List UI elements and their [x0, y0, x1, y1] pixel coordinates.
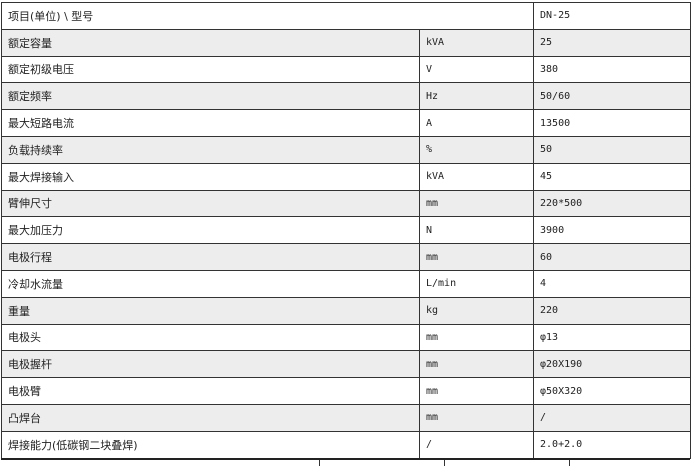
table-row: 最大焊接输入 kVA 45 — [1, 162, 692, 191]
row-value: 45 — [533, 162, 692, 191]
row-name: 焊接能力(低碳钢二块叠焊) — [1, 430, 420, 459]
row-name: 电极握杆 — [1, 350, 420, 379]
row-name: 额定初级电压 — [1, 55, 420, 84]
row-value: 380 — [533, 55, 692, 84]
row-unit: mm — [418, 350, 535, 379]
row-unit: mm — [418, 377, 535, 405]
table-row: 电极头 mm φ13 — [1, 323, 692, 352]
row-name: 最大短路电流 — [1, 109, 420, 137]
table-row: 额定容量 kVA 25 — [1, 28, 692, 57]
next-table-edge — [1, 458, 690, 466]
row-name: 电极臂 — [1, 377, 420, 405]
row-name: 电极头 — [1, 323, 420, 352]
table-row: 凸焊台 mm / — [1, 403, 692, 432]
row-unit: Hz — [418, 82, 535, 111]
row-unit: mm — [418, 323, 535, 352]
table-row: 电极握杆 mm φ20X190 — [1, 350, 692, 379]
row-unit: L/min — [418, 269, 535, 298]
row-value: 60 — [533, 243, 692, 271]
spec-table: 项目(单位) \ 型号 DN-25 额定容量 kVA 25 额定初级电压 V 380 额定频… — [0, 2, 692, 459]
table-row: 负载持续率% 50 — [1, 135, 692, 164]
row-unit: kVA — [418, 28, 535, 57]
row-name: 额定容量 — [1, 28, 420, 57]
table-row: 额定频率 Hz 50/60 — [1, 82, 692, 111]
row-name: 凸焊台 — [1, 403, 420, 432]
row-value: 50 — [533, 135, 692, 164]
row-value: 220 — [533, 296, 692, 325]
row-value: / — [533, 403, 692, 432]
row-unit: % — [418, 135, 535, 164]
row-value: φ50X320 — [533, 377, 692, 405]
table-row: 电极行程 mm 60 — [1, 243, 692, 271]
row-value: φ13 — [533, 323, 692, 352]
table-row: 重量 kg 220 — [1, 296, 692, 325]
table-header-row: 项目(单位) \ 型号 DN-25 — [0, 2, 692, 30]
row-value: 3900 — [533, 216, 692, 245]
row-name: 冷却水流量 — [1, 269, 420, 298]
row-unit: V — [418, 55, 535, 84]
row-name: 臂伸尺寸 — [1, 189, 420, 218]
row-unit: mm — [418, 243, 535, 271]
row-value: 220*500 — [533, 189, 692, 218]
table-row: 臂伸尺寸 mm 220*500 — [1, 189, 692, 218]
row-name: 最大焊接输入 — [1, 162, 420, 191]
row-name: 重量 — [1, 296, 420, 325]
row-unit: kg — [418, 296, 535, 325]
row-name: 负载持续率 — [1, 135, 420, 164]
row-unit: N — [418, 216, 535, 245]
table-row: 最大短路电流 A 13500 — [1, 109, 692, 137]
table-row: 冷却水流量 L/min 4 — [1, 269, 692, 298]
row-value: 4 — [533, 269, 692, 298]
row-unit: mm — [418, 403, 535, 432]
header-item: 项目(单位) \ 型号 — [0, 2, 535, 30]
row-value: 25 — [533, 28, 692, 57]
table-row: 电极臂 mm φ50X320 — [1, 377, 692, 405]
table-row: 最大加压力 N 3900 — [1, 216, 692, 245]
table-row: 额定初级电压 V 380 — [1, 55, 692, 84]
row-unit: / — [418, 430, 535, 459]
row-value: 2.0+2.0 — [533, 430, 692, 459]
row-unit: A — [418, 109, 535, 137]
row-name: 电极行程 — [1, 243, 420, 271]
table-row: 焊接能力(低碳钢二块叠焊)/2.0+2.0 — [1, 430, 692, 459]
row-name: 最大加压力 — [1, 216, 420, 245]
row-unit: kVA — [418, 162, 535, 191]
row-value: φ20X190 — [533, 350, 692, 379]
row-value: 13500 — [533, 109, 692, 137]
row-value: 50/60 — [533, 82, 692, 111]
row-unit: mm — [418, 189, 535, 218]
row-name: 额定频率 — [1, 82, 420, 111]
header-model: DN-25 — [533, 2, 692, 30]
